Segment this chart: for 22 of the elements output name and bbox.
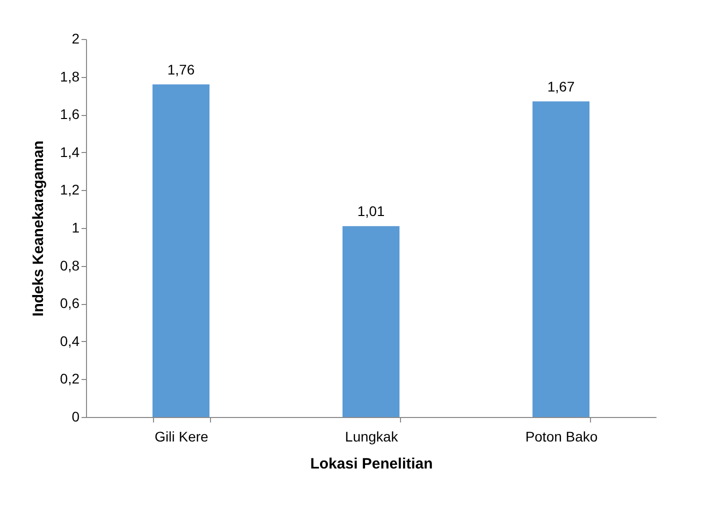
y-tick-label: 0,8 [60, 257, 80, 274]
y-tick-label: 1 [72, 220, 80, 236]
y-axis-title: Indeks Keanekaragaman [30, 140, 48, 316]
y-tick-label: 0,2 [60, 370, 80, 387]
data-label: 1,01 [357, 203, 385, 220]
x-tick-label: Lungkak [345, 428, 399, 444]
x-axis-title: Lokasi Penelitian [310, 456, 433, 472]
x-tick-label: Gili Kere [154, 428, 209, 444]
y-tick-label: 1,2 [60, 182, 80, 198]
y-tick-label: 0,4 [60, 332, 80, 349]
x-tick-label: Poton Bako [525, 428, 598, 444]
y-tick-label: 1,4 [60, 144, 80, 160]
data-label: 1,76 [167, 61, 195, 78]
bar [342, 226, 400, 417]
y-tick-label: 2 [72, 30, 80, 46]
y-tick-label: 0 [72, 408, 80, 424]
bar [532, 101, 590, 417]
bar [152, 84, 210, 417]
y-tick-label: 1,6 [60, 106, 80, 122]
y-tick-label: 1,8 [60, 68, 80, 84]
y-tick-label: 0,6 [60, 295, 80, 312]
data-label: 1,67 [547, 78, 575, 94]
